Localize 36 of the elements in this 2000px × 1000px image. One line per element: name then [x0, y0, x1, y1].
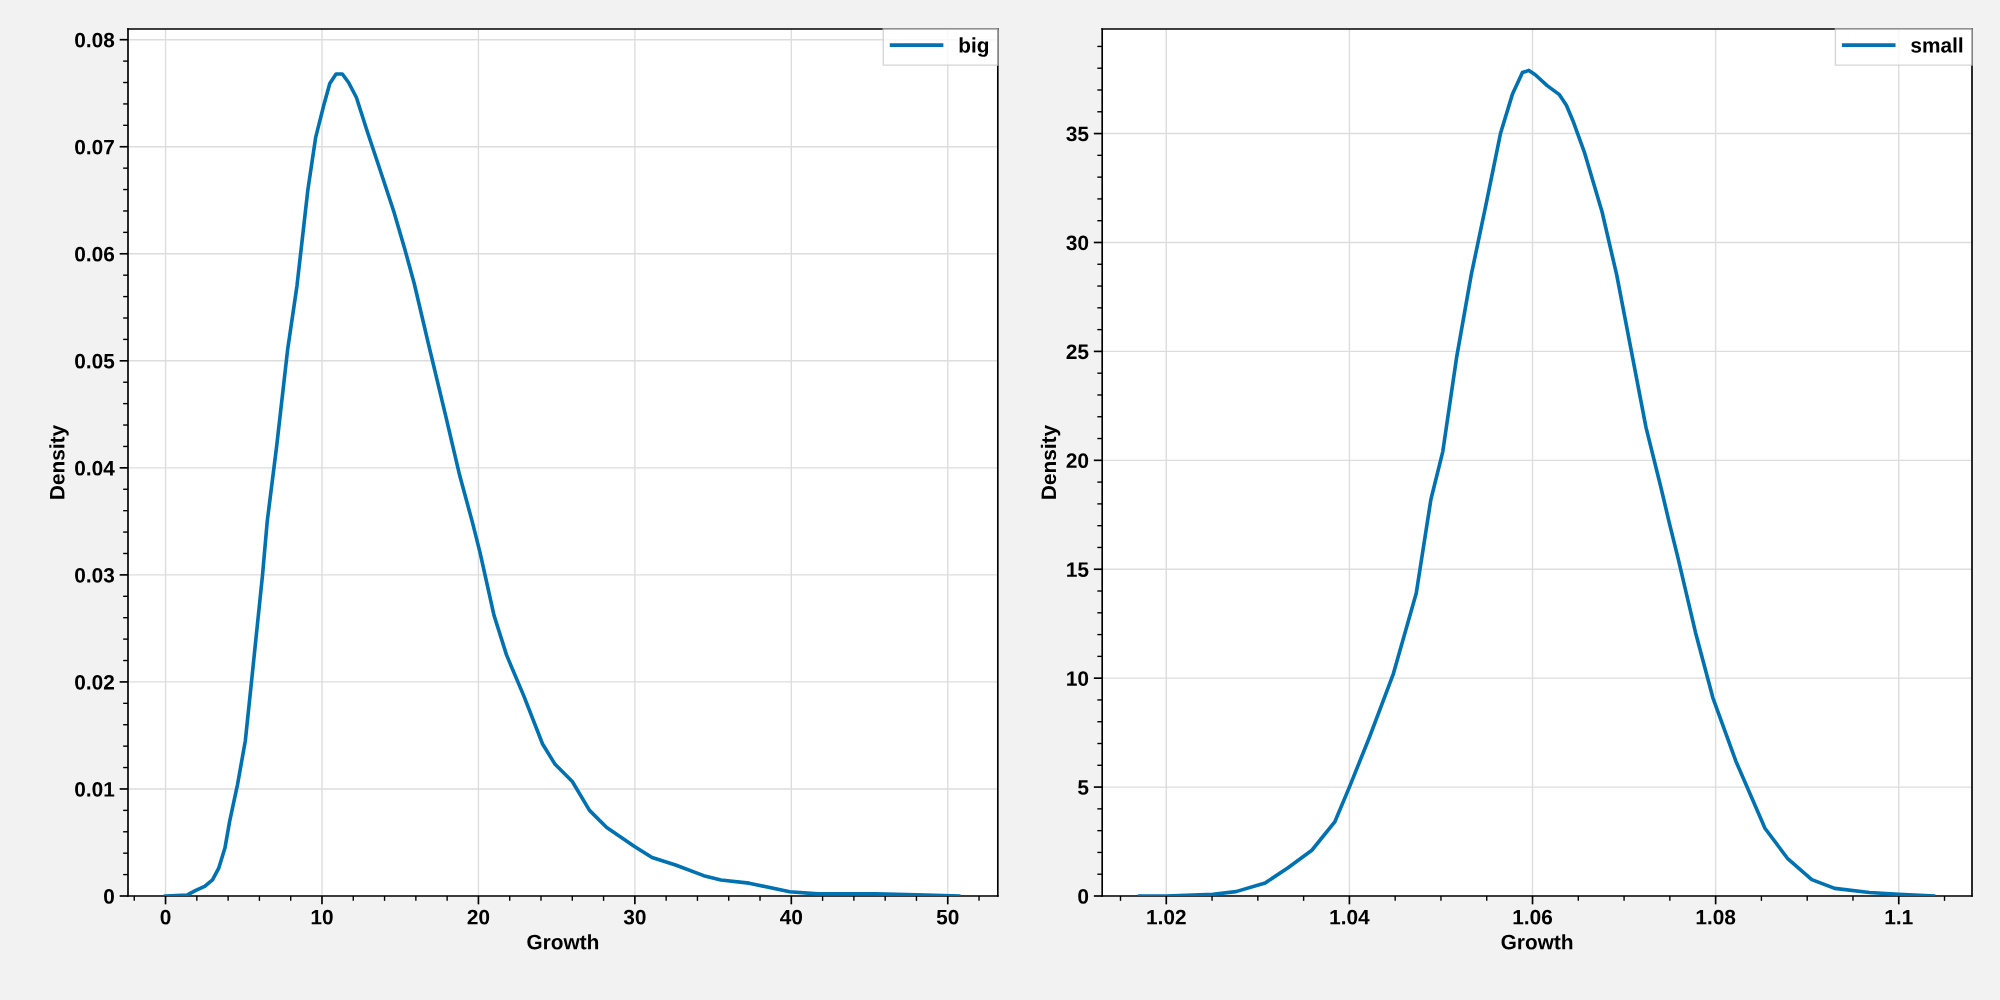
line-series: [163, 72, 961, 896]
y-tick-label: 0.01: [75, 781, 115, 797]
y-tick-label: 0.07: [75, 139, 114, 155]
x-tick-label: 1.04: [1330, 909, 1370, 925]
x-tick-label: 30: [623, 909, 646, 925]
y-tick-label: 0: [1078, 889, 1089, 904]
x-tick-label: 1.06: [1513, 909, 1553, 925]
x-tick-label: 1.08: [1696, 909, 1736, 925]
legend-label: small: [1911, 37, 1963, 53]
y-axis-title: Density: [1040, 424, 1061, 499]
y-axis-title: Density: [49, 424, 69, 499]
x-tick-label: 50: [936, 909, 959, 925]
y-tick-label: 0: [104, 889, 114, 904]
y-tick-label: 0.04: [75, 460, 115, 476]
y-tick-label: 10: [1067, 671, 1089, 686]
y-tick-label: 25: [1066, 344, 1089, 360]
x-axis-title: Growth: [527, 934, 599, 950]
x-tick-label: 0: [160, 909, 171, 925]
y-tick-label: 15: [1067, 562, 1089, 577]
y-tick-label: 0.03: [75, 567, 115, 583]
y-tick-label: 20: [1066, 453, 1089, 469]
y-tick-label: 35: [1066, 126, 1089, 142]
x-tick-label: 1.02: [1147, 909, 1186, 925]
x-tick-label: 40: [780, 909, 803, 925]
line-series: [1137, 68, 1936, 896]
x-tick-label: 1.1: [1885, 909, 1913, 925]
x-axis-title: Growth: [1501, 934, 1573, 950]
y-tick-label: 0.02: [75, 674, 114, 690]
y-tick-label: 30: [1066, 235, 1089, 251]
x-tick-label: 20: [467, 909, 490, 925]
x-tick-label: 10: [311, 909, 333, 925]
y-tick-label: 0.06: [75, 246, 115, 262]
y-tick-label: 0.05: [75, 353, 115, 369]
legend-label: big: [959, 37, 989, 57]
y-tick-label: 0.08: [75, 32, 115, 48]
y-tick-label: 5: [1078, 780, 1089, 795]
